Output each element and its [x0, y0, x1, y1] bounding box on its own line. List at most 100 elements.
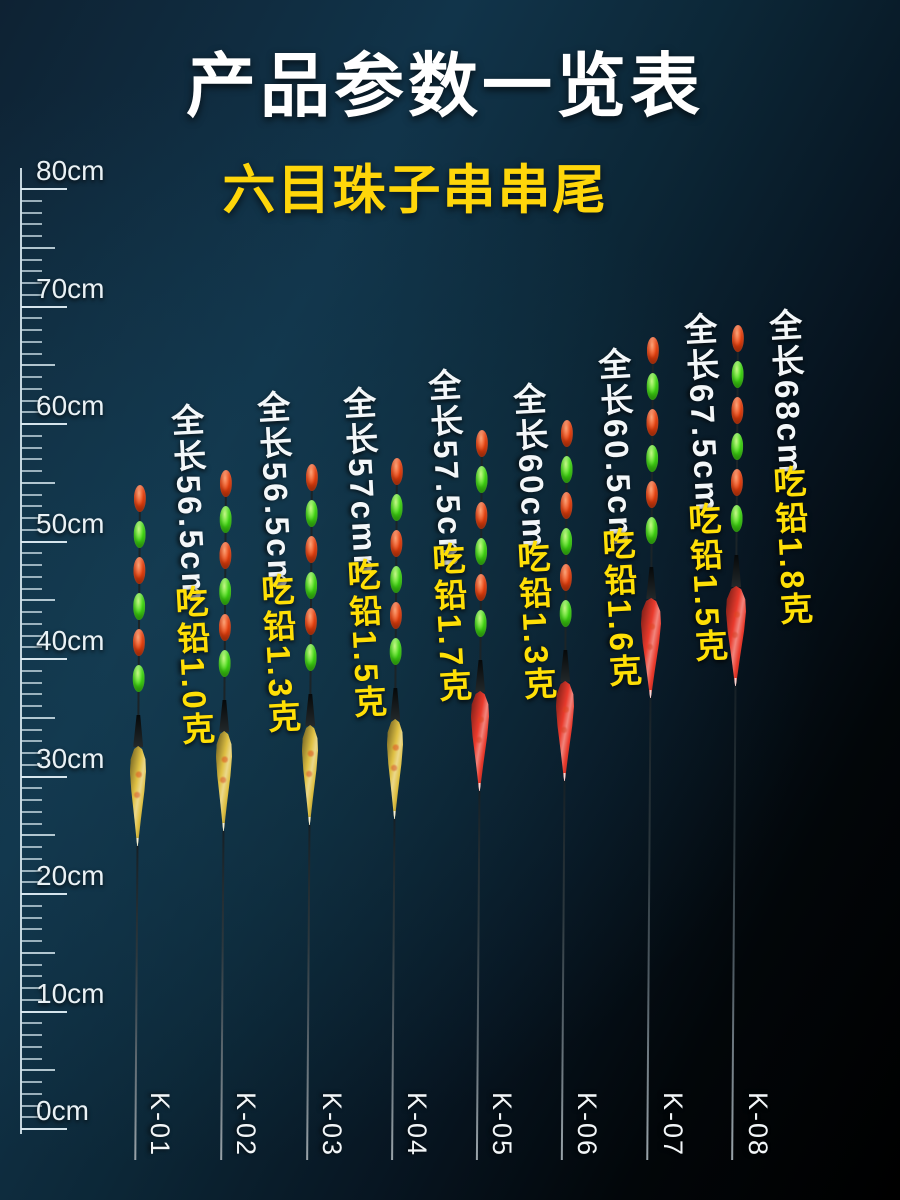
ruler-tick	[21, 740, 42, 743]
ruler-tick	[21, 376, 42, 378]
ruler-tick	[21, 1104, 42, 1107]
float-body-red	[725, 586, 746, 688]
float-model-label: K-02	[231, 1092, 261, 1158]
tail-bead-green	[133, 520, 146, 549]
ruler-tick	[21, 188, 67, 190]
float-length-label: 全长56.5cm	[252, 389, 300, 593]
ruler-label: 80cm	[36, 155, 105, 186]
ruler-tick	[21, 340, 42, 343]
fishing-float-k-05	[466, 429, 493, 1160]
tail-bead-green	[305, 571, 318, 600]
float-model-label: K-04	[402, 1092, 432, 1158]
ruler-tick	[21, 246, 55, 249]
tail-bead-red	[390, 529, 403, 558]
ruler-tick	[21, 799, 42, 801]
tail-bead-green	[731, 360, 744, 389]
float-collar	[731, 555, 741, 587]
float-body-yellow	[386, 719, 403, 821]
float-length-label: 全长67.5cm	[679, 311, 727, 515]
tail-bead-red	[646, 408, 659, 437]
float-weight-label: 吃铅1.0克	[170, 584, 216, 749]
float-weight-label: 吃铅1.3克	[256, 572, 302, 737]
float-collar	[475, 660, 485, 692]
ruler-tick	[21, 928, 42, 931]
ruler-tick	[21, 505, 42, 508]
tail-bead-green	[560, 455, 573, 484]
tail-bead-green	[390, 493, 403, 522]
float-model-label: K-08	[743, 1092, 773, 1158]
ruler-tick	[21, 1022, 42, 1025]
float-model-label: K-01	[145, 1092, 175, 1158]
ruler-tick	[21, 681, 42, 684]
tail-bead-red	[731, 396, 744, 425]
ruler-tick	[21, 634, 42, 637]
ruler-tick	[21, 810, 42, 813]
ruler-tick	[21, 705, 42, 707]
tail-bead-green	[389, 637, 402, 666]
ruler-tick	[21, 622, 42, 625]
ruler-tick	[21, 869, 42, 872]
ruler-tick	[21, 270, 42, 273]
tail-bead-green	[646, 444, 659, 473]
ruler-tick	[21, 599, 55, 602]
float-collar	[560, 650, 570, 682]
ruler-tick	[21, 446, 42, 449]
ruler-tick	[21, 1057, 42, 1060]
ruler-tick	[21, 893, 67, 895]
ruler-tick	[21, 211, 42, 214]
ruler-tick	[21, 611, 42, 613]
ruler-tick	[21, 517, 42, 519]
tail-bead-green	[646, 372, 659, 401]
tail-bead-red	[218, 613, 231, 642]
ruler-tick	[21, 458, 42, 461]
tail-bead-green	[219, 505, 232, 534]
float-body-yellow	[215, 731, 232, 833]
float-stem	[306, 824, 311, 1160]
tail-bead-red	[731, 324, 744, 353]
ruler-tick	[21, 646, 42, 649]
ruler-label: 50cm	[36, 507, 105, 539]
ruler-tick	[21, 975, 42, 978]
ruler-tick	[21, 575, 42, 578]
ruler-tick	[21, 1081, 42, 1083]
tail-bead-green	[475, 537, 488, 566]
tail-bead-red	[389, 601, 402, 630]
float-body-yellow	[129, 746, 146, 848]
tail-bead-green	[475, 465, 488, 494]
tail-bead-red	[646, 336, 659, 365]
float-model-label: K-05	[487, 1092, 517, 1158]
ruler-tick	[21, 423, 67, 425]
float-collar	[133, 715, 143, 747]
tail-bead-red	[559, 563, 572, 592]
ruler-tick	[21, 411, 42, 414]
tail-bead-green	[390, 565, 403, 594]
fishing-float-k-03	[296, 463, 323, 1160]
float-length-label: 全长57cmn	[338, 385, 385, 579]
ruler-tick	[21, 528, 42, 531]
ruler-tick	[21, 282, 42, 284]
float-length-label: 全长68cm	[764, 307, 810, 478]
tail-bead-red	[475, 501, 488, 530]
tail-bead-red	[133, 484, 146, 513]
ruler-tick	[21, 857, 42, 860]
tail-bead-red	[133, 556, 146, 585]
tail-bead-green	[304, 643, 317, 672]
float-model-label: K-03	[317, 1092, 347, 1158]
float-body-red	[555, 681, 574, 783]
ruler-tick	[21, 1034, 42, 1036]
float-length-label: 全长56.5cm	[166, 402, 214, 606]
ruler-tick	[21, 564, 42, 566]
ruler-label: 70cm	[36, 272, 105, 304]
ruler-tick	[21, 940, 42, 942]
fishing-float-k-02	[210, 469, 237, 1160]
fishing-float-k-07	[636, 336, 664, 1160]
ruler-tick	[21, 916, 42, 919]
ruler-tick	[21, 834, 55, 837]
float-stem	[646, 697, 652, 1160]
tail-bead-green	[133, 592, 146, 621]
ruler-tick	[21, 540, 67, 543]
ruler-tick	[21, 317, 42, 320]
ruler-line	[20, 168, 22, 1134]
float-stem	[134, 845, 139, 1160]
float-body-yellow	[301, 725, 318, 827]
